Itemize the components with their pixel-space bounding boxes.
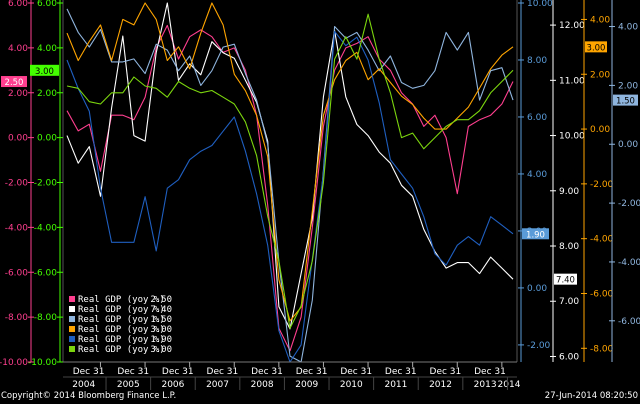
legend-value-3: 1.50 <box>150 315 172 325</box>
x-year-label: 2007 <box>206 380 229 390</box>
legend-swatch-1 <box>69 296 75 302</box>
axis-tick-label-a4: 6.00 <box>559 352 579 362</box>
x-year-label: 2005 <box>117 380 140 390</box>
last-value-tag-a6: 1.50 <box>616 97 635 107</box>
x-tick-label: Dec 31 <box>207 367 239 377</box>
axis-tick-label-a1: 6.00 <box>8 0 28 9</box>
last-value-tag-a4: 7.40 <box>556 276 575 286</box>
axis-tick-label-a4: 9.00 <box>559 187 579 197</box>
axis-tick-label-a6: 2.00 <box>618 81 638 91</box>
axis-tick-label-a2: 2.00 <box>37 89 57 99</box>
x-tick-label: Dec 31 <box>162 367 194 377</box>
legend-value-4: 3.00 <box>150 325 172 335</box>
axis-tick-label-a5: 0.00 <box>590 125 610 135</box>
x-tick-label: Dec 31 <box>340 367 372 377</box>
axis-tick-label-a3: 6.00 <box>527 113 547 123</box>
legend-value-5: 1.90 <box>150 335 172 345</box>
axis-tick-label-a2: -10.00 <box>28 358 57 368</box>
legend-value-2: 7.40 <box>150 305 172 315</box>
axis-tick-label-a4: 12.00 <box>559 21 585 31</box>
axis-tick-label-a4: 7.00 <box>559 297 579 307</box>
x-year-label: 2008 <box>251 380 274 390</box>
legend-swatch-6 <box>69 346 75 352</box>
axis-tick-label-a1: 4.00 <box>8 44 28 54</box>
legend-swatch-2 <box>69 306 75 312</box>
x-year-label: 2012 <box>429 380 452 390</box>
axis-tick-label-a6: 4.00 <box>618 23 638 33</box>
axis-tick-label-a1: -10.00 <box>0 358 28 368</box>
axis-tick-label-a1: -8.00 <box>5 313 29 323</box>
x-tick-label: Dec 31 <box>117 367 149 377</box>
x-tick-label: Dec 31 <box>251 367 283 377</box>
x-tick-label: Dec 31 <box>296 367 328 377</box>
axis-tick-label-a1: 2.00 <box>8 89 28 99</box>
axis-tick-label-a3: 10.00 <box>527 0 553 9</box>
copyright-text: Copyright© 2014 Bloomberg Finance L.P. <box>1 391 176 400</box>
axis-tick-label-a5: -2.00 <box>590 180 614 190</box>
x-tick-label: Dec 31 <box>474 367 506 377</box>
axis-tick-label-a4: 8.00 <box>559 242 579 252</box>
axis-tick-label-a2: -2.00 <box>34 179 58 189</box>
last-value-tag-a5: 3.00 <box>587 43 606 53</box>
axis-tick-label-a5: -4.00 <box>590 235 614 245</box>
x-year-label: 2014 <box>498 380 521 390</box>
axis-tick-label-a2: 0.00 <box>37 134 57 144</box>
x-year-label: 2013 <box>474 380 497 390</box>
x-year-label: 2010 <box>340 380 363 390</box>
axis-tick-label-a3: 4.00 <box>527 170 547 180</box>
axis-tick-label-a1: -6.00 <box>5 268 29 278</box>
x-year-label: 2006 <box>161 380 184 390</box>
axis-tick-label-a5: 2.00 <box>590 70 610 80</box>
axis-tick-label-a5: 4.00 <box>590 15 610 25</box>
x-axis: Dec 31 Dec 31 Dec 31 Dec 31 Dec 31 Dec 31 Dec … <box>63 362 521 390</box>
x-year-label: 2011 <box>384 380 407 390</box>
x-tick-label: Dec 31 <box>430 367 462 377</box>
axis-tick-label-a4: 11.00 <box>559 76 585 86</box>
axis-tick-label-a1: -4.00 <box>5 223 29 233</box>
axis-tick-label-a2: -6.00 <box>34 268 58 278</box>
last-value-tag-a1: 2.50 <box>5 78 24 88</box>
axis-tick-label-a6: -6.00 <box>618 317 640 327</box>
axis-tick-label-a1: 0.00 <box>8 134 28 144</box>
last-value-tag-a2: 3.00 <box>35 67 54 77</box>
axis-tick-label-a6: -4.00 <box>618 258 640 268</box>
axis-tick-label-a5: -8.00 <box>590 344 614 354</box>
x-tick-label: Dec 31 <box>73 367 105 377</box>
axis-tick-label-a2: -8.00 <box>34 313 58 323</box>
axis-tick-label-a5: -6.00 <box>590 289 614 299</box>
legend-value-6: 3.00 <box>150 345 172 355</box>
legend-swatch-4 <box>69 326 75 332</box>
legend-swatch-3 <box>69 316 75 322</box>
axis-tick-label-a6: -2.00 <box>618 199 640 209</box>
axis-tick-label-a2: -4.00 <box>34 223 58 233</box>
axis-tick-label-a3: 8.00 <box>527 56 547 66</box>
axis-tick-label-a3: 0.00 <box>527 284 547 294</box>
axis-tick-label-a2: 4.00 <box>37 44 57 54</box>
axis-tick-label-a3: -2.00 <box>527 341 551 351</box>
axis-tick-label-a2: 6.00 <box>37 0 57 9</box>
timestamp-text: 27-Jun-2014 08:20:50 <box>545 391 638 400</box>
legend-value-1: 2.50 <box>150 295 172 305</box>
axis-tick-label-a4: 10.00 <box>559 132 585 142</box>
x-year-label: 2009 <box>295 380 318 390</box>
axis-tick-label-a1: -2.00 <box>5 179 29 189</box>
legend-swatch-5 <box>69 336 75 342</box>
x-year-label: 2004 <box>72 380 95 390</box>
axis-tick-label-a6: 0.00 <box>618 140 638 150</box>
x-tick-label: Dec 31 <box>385 367 417 377</box>
last-value-tag-a3: 1.90 <box>526 230 545 240</box>
